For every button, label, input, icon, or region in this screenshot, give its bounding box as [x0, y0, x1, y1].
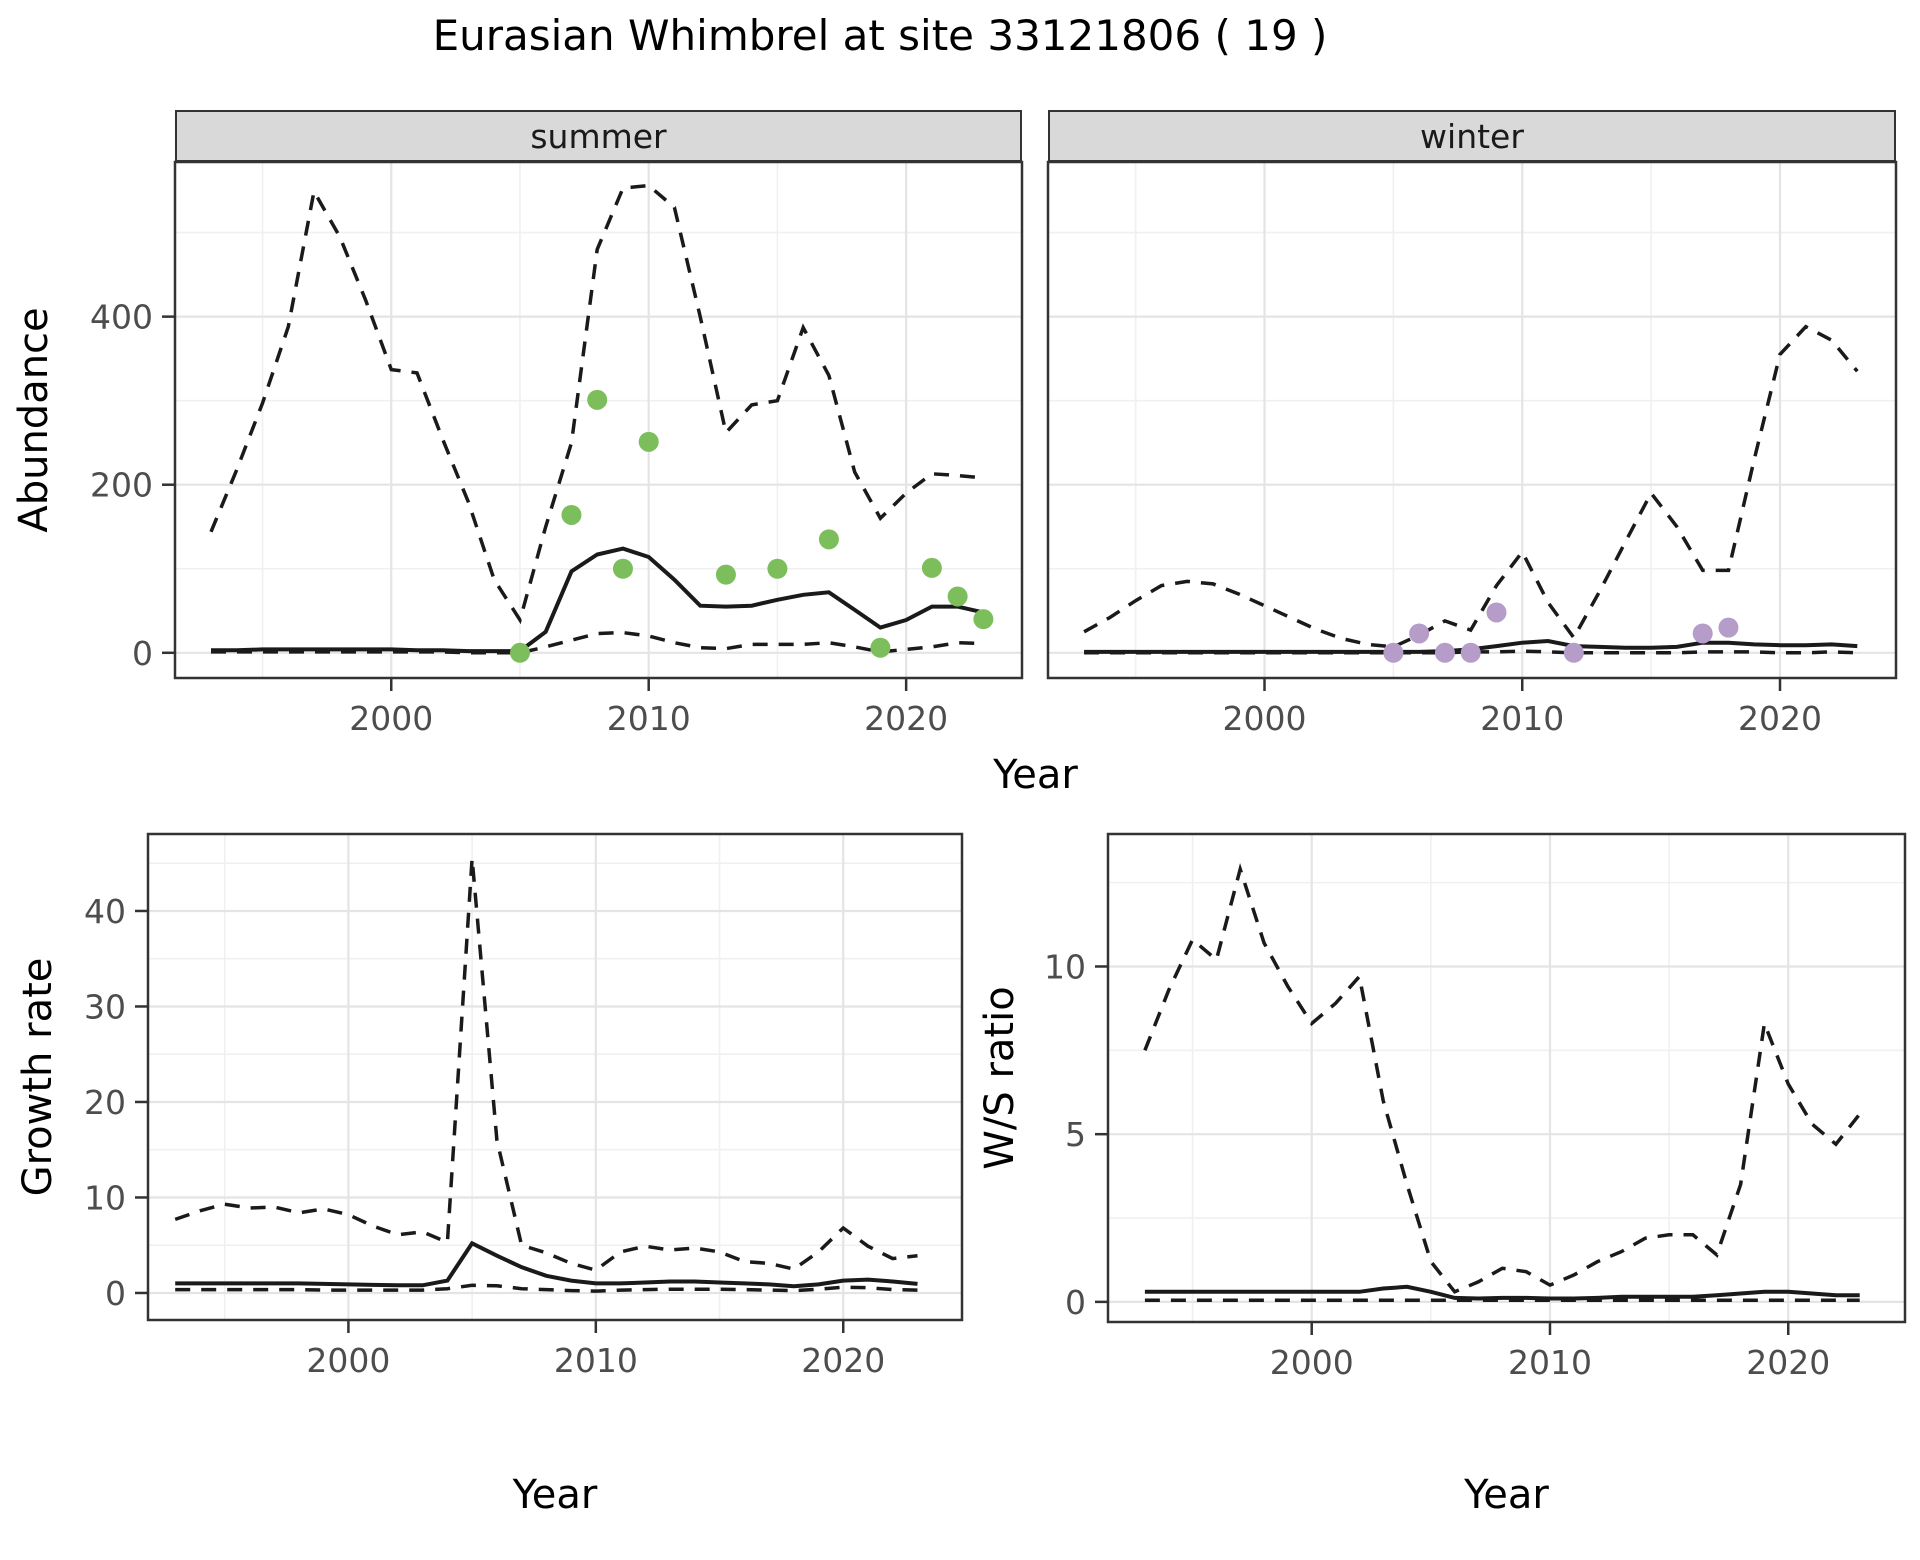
summer_abundance-observation-point — [767, 558, 788, 579]
growth_rate-lower_ci-line — [175, 1283, 918, 1293]
summer_abundance-upper_ci-line — [209, 183, 984, 625]
x-tick-label: 2010 — [1508, 1343, 1592, 1382]
summer_abundance-observation-point — [715, 564, 736, 585]
summer-abundance-panel: 2000 2010 2020 0 200 400 — [90, 160, 1024, 738]
growth-rate-panel: 2000 2010 2020 0 10 20 30 40 — [84, 832, 964, 1380]
y-tick-label: 200 — [90, 466, 153, 505]
x-tick-label: 2010 — [1480, 699, 1564, 738]
y-tick-label: 0 — [132, 634, 153, 673]
winter_abundance-observation-point — [1434, 642, 1455, 663]
summer_abundance-observation-point — [818, 529, 839, 550]
x-tick-label: 2000 — [1270, 1343, 1354, 1382]
panel-border — [146, 832, 964, 1322]
summer_abundance-observation-point — [587, 389, 608, 410]
y-tick-label: 30 — [84, 987, 126, 1026]
y-tick-label: 0 — [105, 1274, 126, 1313]
winter_abundance-observation-point — [1718, 617, 1739, 638]
summer_abundance-observation-point — [973, 609, 994, 630]
ws-ratio-axis-title: W/S ratio — [977, 986, 1023, 1170]
facet-strip-summer-label: summer — [530, 116, 667, 156]
winter_abundance-observation-point — [1486, 602, 1507, 623]
ws_ratio-upper_ci-line — [1143, 862, 1862, 1294]
growth_rate-median-line — [175, 1240, 918, 1289]
x-tick-label: 2000 — [1223, 699, 1307, 738]
year-axis-title-top: Year — [993, 752, 1078, 798]
winter-abundance-panel: 2000 2010 2020 — [1046, 160, 1898, 738]
panel-background — [1048, 162, 1896, 678]
summer_abundance-observation-point — [947, 586, 968, 607]
y-tick-label: 40 — [84, 892, 126, 931]
y-tick-label: 10 — [84, 1178, 126, 1217]
winter_abundance-observation-point — [1563, 642, 1584, 663]
winter_abundance-observation-point — [1383, 642, 1404, 663]
y-tick-label: 5 — [1065, 1115, 1086, 1154]
x-tick-label: 2000 — [306, 1341, 390, 1380]
panel-background — [1108, 834, 1905, 1322]
x-tick-label: 2010 — [607, 699, 691, 738]
y-tick-label: 0 — [1065, 1283, 1086, 1322]
facet-strip-winter-label: winter — [1420, 116, 1524, 156]
x-tick-label: 2020 — [1746, 1343, 1830, 1382]
panel-background — [175, 162, 1022, 678]
growth-rate-axis-title: Growth rate — [15, 957, 61, 1197]
summer_abundance-observation-point — [921, 557, 942, 578]
summer_abundance-median-line — [211, 546, 984, 654]
panel-border — [173, 160, 1024, 680]
summer_abundance-observation-point — [638, 431, 659, 452]
y-tick-label: 400 — [90, 298, 153, 337]
year-axis-title-ws: Year — [1464, 1472, 1549, 1518]
x-tick-label: 2020 — [1738, 699, 1822, 738]
ws-ratio-panel: 2000 2010 2020 0 5 10 — [1044, 832, 1907, 1382]
facet-strip-summer: summer — [175, 110, 1022, 162]
summer_abundance-observation-point — [870, 637, 891, 658]
panel-background — [148, 834, 962, 1320]
y-tick-label: 20 — [84, 1083, 126, 1122]
abundance-axis-title: Abundance — [11, 307, 57, 533]
y-tick-label: 10 — [1044, 947, 1086, 986]
winter_abundance-observation-point — [1460, 642, 1481, 663]
winter_abundance-observation-point — [1409, 623, 1430, 644]
panel-border — [1046, 160, 1898, 680]
summer_abundance-observation-point — [561, 504, 582, 525]
x-tick-label: 2000 — [349, 699, 433, 738]
winter_abundance-upper_ci-line — [1083, 324, 1859, 649]
page-title: Eurasian Whimbrel at site 33121806 ( 19 … — [432, 11, 1328, 60]
x-tick-label: 2010 — [554, 1341, 638, 1380]
ws_ratio-median-line — [1144, 1284, 1860, 1301]
panel-border — [1106, 832, 1907, 1324]
winter_abundance-observation-point — [1692, 623, 1713, 644]
summer_abundance-observation-point — [612, 558, 633, 579]
x-tick-label: 2020 — [864, 699, 948, 738]
year-axis-title-growth: Year — [512, 1472, 598, 1518]
x-tick-label: 2020 — [801, 1341, 885, 1380]
summer_abundance-observation-point — [509, 642, 530, 663]
facet-strip-winter: winter — [1048, 110, 1896, 162]
